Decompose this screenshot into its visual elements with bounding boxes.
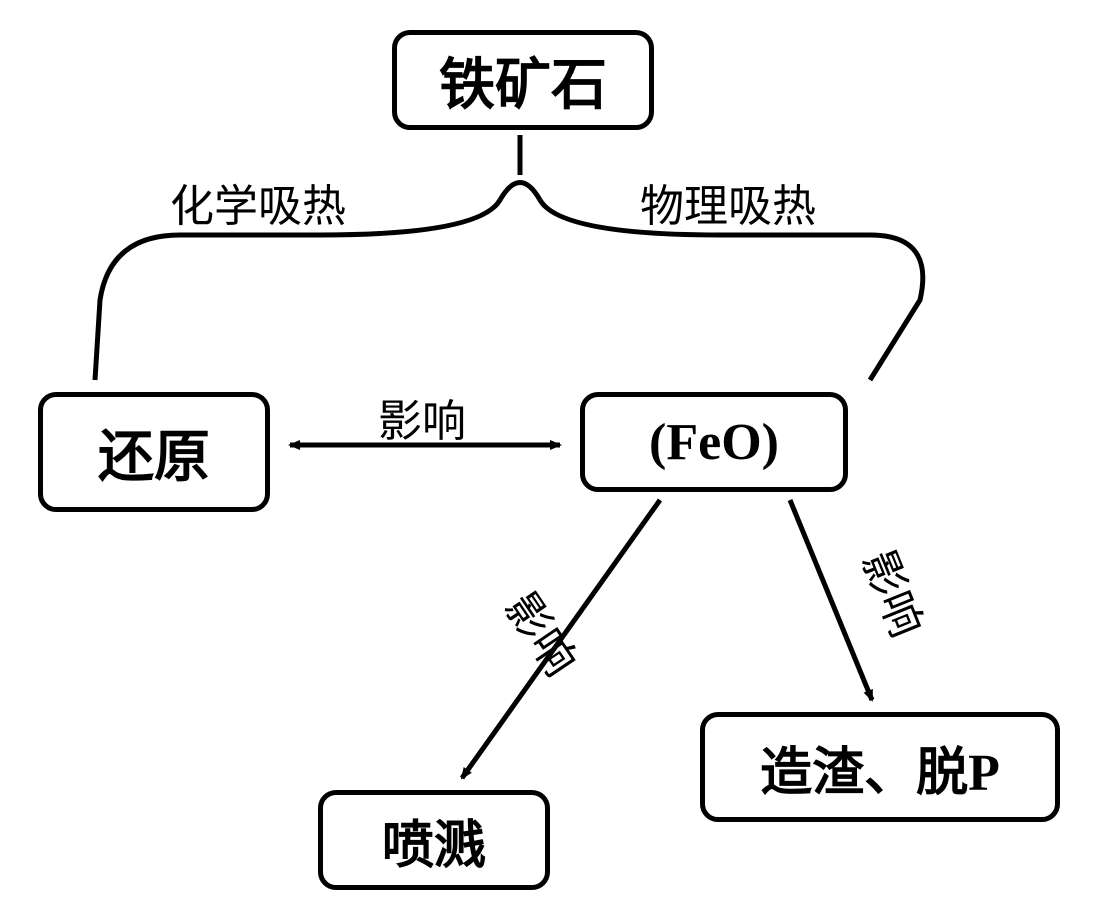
node-slag-dep: 造渣、脱P (700, 712, 1060, 822)
node-iron-ore-label: 铁矿石 (439, 40, 607, 121)
arrow-feo-slag (790, 500, 872, 700)
label-phys-endo: 物理吸热 (640, 170, 816, 234)
split-peak (500, 183, 540, 201)
node-feo-label: (FeO) (649, 413, 779, 472)
node-slag-dep-label: 造渣、脱P (760, 730, 1000, 805)
label-influence-right-down: 影响 (850, 539, 942, 645)
label-influence-left-down: 影响 (493, 578, 595, 687)
node-splash-label: 喷溅 (382, 803, 486, 878)
node-reduction: 还原 (38, 392, 270, 512)
label-influence-mid: 影响 (378, 385, 466, 449)
node-iron-ore: 铁矿石 (392, 30, 654, 130)
node-feo: (FeO) (580, 392, 848, 492)
label-chem-endo: 化学吸热 (170, 170, 346, 234)
node-reduction-label: 还原 (98, 412, 210, 493)
node-splash: 喷溅 (318, 790, 550, 890)
